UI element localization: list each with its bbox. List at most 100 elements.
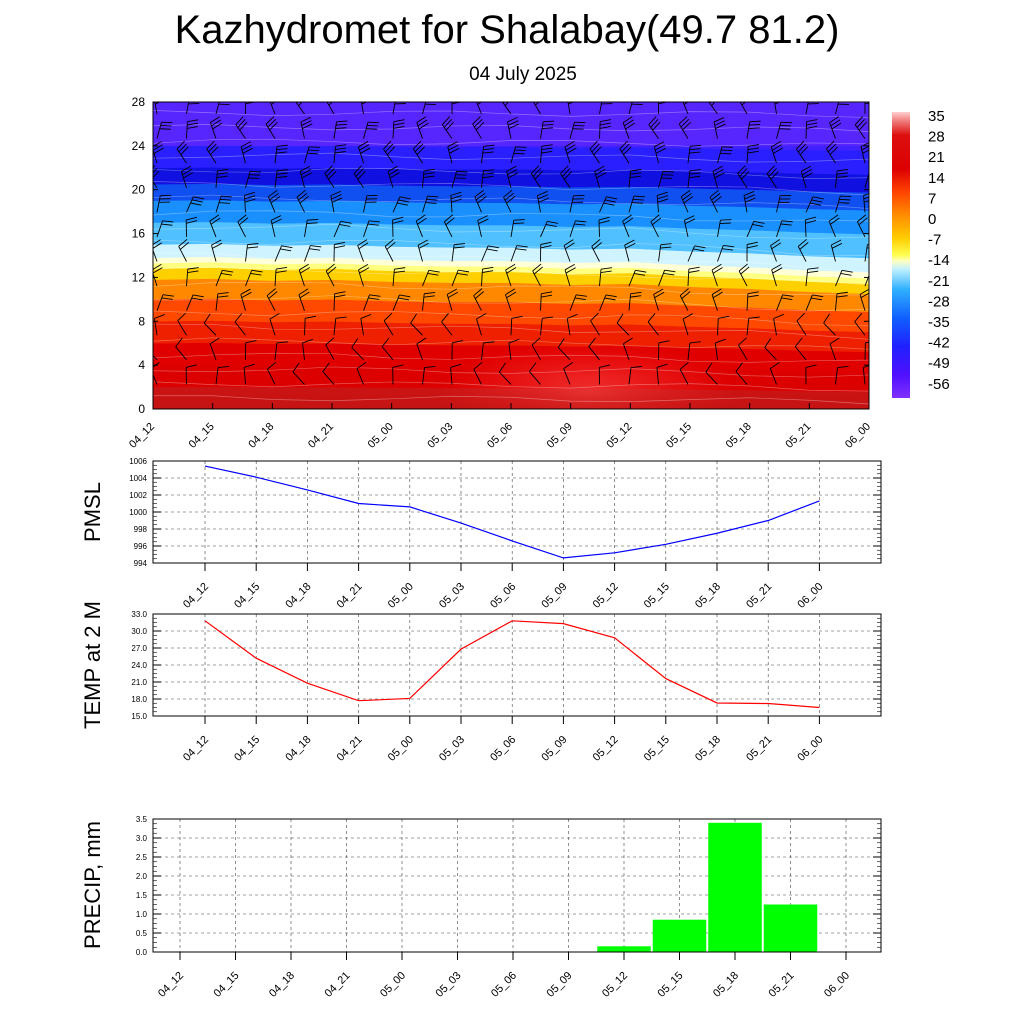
wind-barb bbox=[245, 269, 263, 287]
x-tick-label: 06_00 bbox=[795, 734, 825, 764]
wind-barb bbox=[628, 291, 642, 311]
wind-barb bbox=[746, 316, 760, 336]
x-tick-label: 05_03 bbox=[434, 970, 464, 1000]
y-tick-label: 996 bbox=[134, 542, 148, 551]
wind-barb bbox=[628, 168, 642, 188]
wind-barb bbox=[588, 337, 600, 361]
wind-barb bbox=[653, 141, 667, 164]
wind-barb bbox=[153, 354, 158, 361]
y-tick-label: 21.0 bbox=[131, 678, 147, 687]
wind-barb bbox=[206, 140, 219, 164]
wind-barb bbox=[679, 361, 689, 385]
precipitation-bar-chart: 0.0 0.5 1.0 1.5 2.0 2.5 3.0 3.5 04_12 04_15 04_18… bbox=[80, 815, 882, 1000]
colorbar-label: 21 bbox=[928, 149, 945, 166]
wind-barb bbox=[508, 338, 520, 360]
wind-barb bbox=[412, 140, 426, 164]
colorbar-label: -28 bbox=[928, 293, 950, 310]
wind-barb bbox=[392, 196, 411, 213]
wind-barb bbox=[416, 116, 429, 139]
wind-barb bbox=[557, 338, 571, 361]
heatmap-contour bbox=[153, 138, 869, 147]
y-tick-label: 3.0 bbox=[136, 834, 148, 843]
y-tick-label: 18.0 bbox=[131, 695, 147, 704]
wind-barb bbox=[215, 168, 229, 188]
wind-barb bbox=[835, 365, 849, 385]
heatmap-x-tick-label: 05_06 bbox=[485, 421, 515, 451]
wind-barb bbox=[392, 294, 411, 311]
wind-barb bbox=[481, 245, 499, 262]
wind-barb bbox=[773, 313, 784, 336]
wind-barb bbox=[363, 194, 378, 213]
wind-barb bbox=[304, 245, 322, 262]
wind-barb bbox=[186, 119, 199, 139]
wind-barb bbox=[481, 169, 495, 188]
wind-barb bbox=[794, 337, 807, 361]
wind-barb bbox=[177, 312, 187, 336]
wind-barb bbox=[564, 141, 577, 164]
wind-barb bbox=[680, 189, 694, 213]
wind-barb bbox=[363, 121, 379, 139]
wind-barb bbox=[324, 165, 337, 188]
wind-barb bbox=[658, 170, 675, 188]
heatmap-contour bbox=[153, 337, 869, 350]
x-tick-label: 05_09 bbox=[539, 734, 569, 764]
wind-barb bbox=[333, 291, 346, 311]
precip-bar bbox=[597, 946, 651, 952]
wind-barb bbox=[270, 215, 282, 238]
wind-barb bbox=[536, 190, 549, 213]
x-tick-label: 04_18 bbox=[283, 734, 313, 764]
wind-barb bbox=[628, 102, 643, 115]
wind-barb bbox=[714, 338, 726, 360]
y-tick-label: 30.0 bbox=[131, 627, 147, 636]
wind-barb bbox=[443, 214, 455, 238]
wind-barb bbox=[333, 144, 347, 164]
x-tick-label: 05_00 bbox=[386, 581, 416, 611]
wind-barb bbox=[422, 365, 436, 385]
temperature-axis-label: TEMP at 2 M bbox=[80, 601, 105, 729]
wind-barb bbox=[826, 140, 839, 164]
heatmap-y-tick-label: 28 bbox=[132, 95, 146, 109]
colorbar-label: 0 bbox=[928, 211, 936, 228]
wind-barb bbox=[304, 219, 319, 237]
wind-barb bbox=[619, 140, 632, 164]
wind-barb bbox=[712, 165, 725, 188]
wind-barb bbox=[156, 121, 173, 139]
wind-barb bbox=[381, 337, 394, 361]
colorbar-label: 28 bbox=[928, 129, 945, 146]
wind-barb bbox=[687, 266, 700, 287]
wind-barb bbox=[333, 120, 348, 139]
y-tick-label: 24.0 bbox=[131, 661, 147, 670]
wind-barb bbox=[333, 316, 347, 336]
wind-barb bbox=[653, 288, 665, 311]
x-tick-label: 04_18 bbox=[267, 970, 297, 1000]
wind-barb bbox=[186, 267, 199, 287]
y-tick-label: 998 bbox=[134, 525, 148, 534]
precip-bar bbox=[708, 822, 762, 952]
heatmap-x-tick-label: 05_12 bbox=[604, 421, 634, 451]
wind-barb bbox=[274, 341, 288, 360]
wind-barb bbox=[510, 219, 525, 237]
x-tick-label: 05_18 bbox=[693, 581, 723, 611]
wind-barb bbox=[474, 189, 487, 213]
wind-barb bbox=[446, 288, 458, 311]
wind-barb bbox=[591, 238, 603, 262]
wind-barb bbox=[774, 102, 781, 115]
wind-barb bbox=[387, 165, 400, 188]
wind-barb bbox=[363, 294, 381, 311]
x-tick-label: 04_21 bbox=[323, 970, 353, 1000]
wind-barb bbox=[622, 116, 635, 139]
x-tick-label: 05_18 bbox=[693, 734, 723, 764]
wind-barb bbox=[738, 337, 748, 361]
wind-barb bbox=[776, 121, 792, 139]
precip-bar bbox=[652, 919, 707, 952]
wind-barb bbox=[422, 168, 435, 188]
wind-barb bbox=[245, 102, 257, 115]
y-tick-label: 1006 bbox=[129, 457, 147, 466]
wind-barb bbox=[805, 119, 818, 139]
heatmap-y-tick-label: 12 bbox=[132, 270, 146, 284]
chart-title: Kazhydromet for Shalabay(49.7 81.2) bbox=[174, 8, 840, 52]
wind-barb bbox=[746, 291, 759, 311]
heatmap-x-tick-label: 06_00 bbox=[843, 421, 873, 451]
wind-barb bbox=[481, 266, 494, 287]
wind-barb bbox=[776, 294, 794, 311]
